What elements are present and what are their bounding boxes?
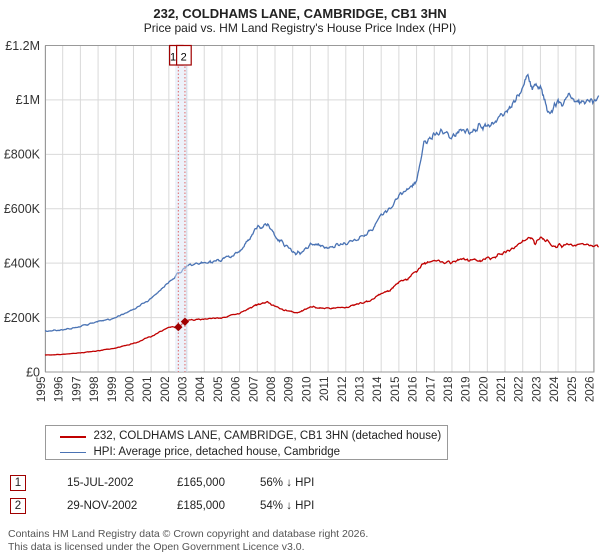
- svg-text:2001: 2001: [142, 377, 154, 403]
- svg-text:1996: 1996: [54, 377, 66, 403]
- svg-text:2013: 2013: [354, 377, 366, 403]
- svg-text:2012: 2012: [337, 377, 349, 403]
- svg-text:2003: 2003: [178, 377, 190, 403]
- svg-text:2010: 2010: [301, 377, 313, 403]
- svg-text:2011: 2011: [319, 377, 331, 402]
- svg-text:£200K: £200K: [4, 311, 41, 325]
- svg-text:2016: 2016: [408, 377, 420, 403]
- svg-text:1998: 1998: [89, 377, 101, 403]
- svg-text:2023: 2023: [531, 377, 543, 403]
- svg-text:2022: 2022: [514, 377, 526, 403]
- svg-text:1999: 1999: [107, 377, 119, 403]
- svg-text:2025: 2025: [567, 377, 579, 403]
- svg-text:2015: 2015: [390, 377, 402, 403]
- svg-text:2007: 2007: [248, 377, 260, 403]
- svg-text:2017: 2017: [425, 377, 437, 403]
- svg-text:£1M: £1M: [16, 93, 40, 107]
- svg-text:2005: 2005: [213, 377, 225, 403]
- svg-text:2020: 2020: [478, 376, 490, 402]
- svg-text:£600K: £600K: [4, 202, 41, 216]
- svg-text:2014: 2014: [372, 376, 384, 402]
- svg-text:£1.2M: £1.2M: [5, 39, 40, 53]
- svg-text:£800K: £800K: [4, 148, 41, 162]
- svg-text:2024: 2024: [549, 376, 561, 402]
- svg-text:1: 1: [170, 52, 176, 64]
- svg-text:2006: 2006: [231, 377, 243, 403]
- svg-text:2004: 2004: [195, 376, 207, 402]
- svg-text:2009: 2009: [284, 377, 296, 403]
- svg-text:£400K: £400K: [4, 256, 41, 270]
- svg-text:2021: 2021: [496, 377, 508, 403]
- svg-text:2008: 2008: [266, 377, 278, 403]
- svg-text:2019: 2019: [461, 377, 473, 403]
- svg-text:2026: 2026: [585, 377, 597, 403]
- svg-text:2: 2: [181, 52, 187, 64]
- svg-text:1997: 1997: [71, 377, 83, 403]
- svg-text:1995: 1995: [36, 377, 48, 403]
- svg-text:2000: 2000: [124, 377, 136, 403]
- svg-text:2002: 2002: [160, 377, 172, 403]
- svg-text:2018: 2018: [443, 377, 455, 403]
